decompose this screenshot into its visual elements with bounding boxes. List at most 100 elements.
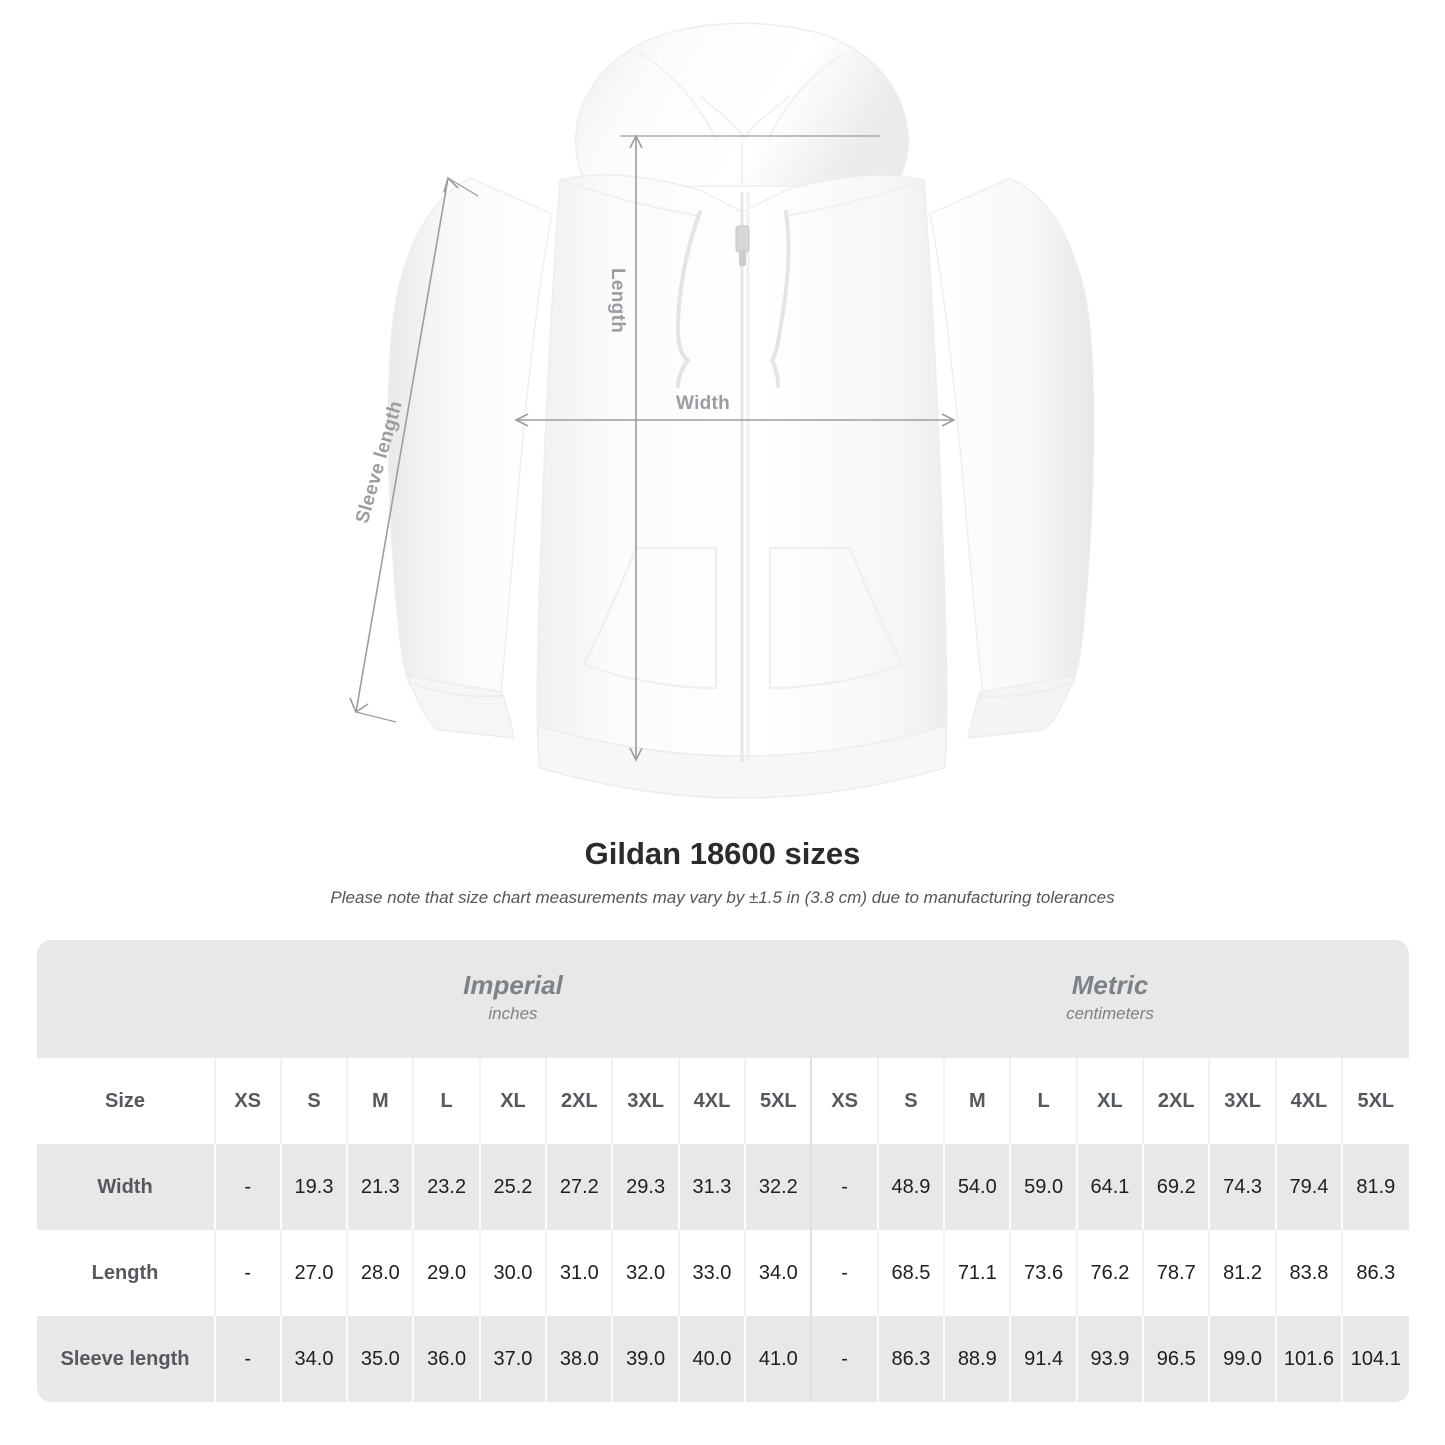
measurement-row-label: Length — [36, 1230, 215, 1316]
cell-imperial-2xl: 38.0 — [545, 1316, 613, 1402]
cell-imperial-s: 27.0 — [279, 1230, 348, 1316]
hoodie-illustration: Length Width Sleeve length — [349, 22, 1095, 799]
cell-metric-l: 73.6 — [1009, 1230, 1077, 1316]
size-header-label: Size — [36, 1058, 215, 1144]
unit-system-band: Imperial inches Metric centimeters — [36, 940, 1409, 1058]
size-column-header-metric-xl: XL — [1075, 1058, 1144, 1144]
cell-metric-2xl: 69.2 — [1142, 1144, 1210, 1230]
cell-imperial-5xl: 32.2 — [744, 1144, 812, 1230]
size-column-header-imperial-2xl: 2XL — [545, 1058, 613, 1144]
size-header-row: Size XS S M L XL 2XL 3XL 4XL 5XL XS S M L XL 2XL 3XL 4XL 5… — [36, 1058, 1409, 1144]
cell-imperial-3xl: 29.3 — [611, 1144, 679, 1230]
cell-metric-2xl: 96.5 — [1142, 1316, 1210, 1402]
size-column-header-metric-m: M — [943, 1058, 1011, 1144]
cell-imperial-2xl: 27.2 — [545, 1144, 613, 1230]
size-column-header-imperial-l: L — [412, 1058, 480, 1144]
metric-unit-header: Metric centimeters — [811, 940, 1409, 1058]
cell-metric-5xl: 81.9 — [1341, 1144, 1409, 1230]
cell-metric-4xl: 83.8 — [1274, 1230, 1343, 1316]
cell-imperial-m: 28.0 — [346, 1230, 414, 1316]
size-column-header-metric-xs: XS — [810, 1058, 878, 1144]
cell-imperial-s: 19.3 — [279, 1144, 348, 1230]
drawstrings — [675, 210, 791, 388]
size-chart-table: Imperial inches Metric centimeters Size XS S M L… — [36, 940, 1409, 1402]
cell-imperial-xs: - — [213, 1316, 281, 1402]
imperial-unit-header: Imperial inches — [214, 940, 812, 1058]
size-column-header-metric-3xl: 3XL — [1208, 1058, 1276, 1144]
size-column-header-metric-s: S — [876, 1058, 945, 1144]
metric-unit-name: Metric — [1071, 970, 1149, 1001]
cell-imperial-m: 21.3 — [346, 1144, 414, 1230]
cell-metric-xs: - — [810, 1230, 878, 1316]
unit-band-spacer-left — [36, 940, 215, 1058]
cell-metric-l: 91.4 — [1009, 1316, 1077, 1402]
measurement-lines — [349, 134, 956, 762]
cell-metric-s: 68.5 — [876, 1230, 945, 1316]
size-column-header-imperial-xl: XL — [478, 1058, 547, 1144]
cell-metric-m: 88.9 — [943, 1316, 1011, 1402]
cell-metric-3xl: 74.3 — [1208, 1144, 1276, 1230]
page-title: Gildan 18600 sizes — [584, 836, 861, 871]
cell-imperial-4xl: 31.3 — [677, 1144, 746, 1230]
measurement-row-label: Width — [36, 1144, 215, 1230]
size-column-header-imperial-3xl: 3XL — [611, 1058, 679, 1144]
size-column-header-imperial-m: M — [346, 1058, 414, 1144]
length-dimension-label: Length — [607, 268, 628, 334]
cell-metric-5xl: 104.1 — [1341, 1316, 1409, 1402]
cell-imperial-3xl: 32.0 — [611, 1230, 679, 1316]
table-row: Width -19.3 21.3 23.2 25.2 27.2 29.3 31.3 32.2-4… — [36, 1144, 1409, 1230]
hood-shape — [575, 22, 909, 187]
cell-metric-s: 86.3 — [876, 1316, 945, 1402]
size-chart-table-wrapper: Imperial inches Metric centimeters Size XS S M L… — [36, 940, 1409, 1402]
size-column-header-imperial-4xl: 4XL — [677, 1058, 746, 1144]
cell-imperial-xl: 30.0 — [478, 1230, 547, 1316]
cell-metric-m: 71.1 — [943, 1230, 1011, 1316]
cell-metric-3xl: 81.2 — [1208, 1230, 1276, 1316]
left-sleeve — [387, 177, 553, 739]
cell-metric-l: 59.0 — [1009, 1144, 1077, 1230]
cell-imperial-4xl: 33.0 — [677, 1230, 746, 1316]
cell-imperial-l: 23.2 — [412, 1144, 480, 1230]
cell-imperial-m: 35.0 — [346, 1316, 414, 1402]
cell-metric-s: 48.9 — [876, 1144, 945, 1230]
cell-imperial-4xl: 40.0 — [677, 1316, 746, 1402]
cell-imperial-xl: 37.0 — [478, 1316, 547, 1402]
cell-metric-4xl: 101.6 — [1274, 1316, 1343, 1402]
cell-imperial-xs: - — [213, 1144, 281, 1230]
tolerance-note: Please note that size chart measurements… — [330, 888, 1115, 907]
table-row: Length -27.0 28.0 29.0 30.0 31.0 32.0 33.0 34.0-… — [36, 1230, 1409, 1316]
measurement-row-label: Sleeve length — [36, 1316, 215, 1402]
cell-metric-xs: - — [810, 1144, 878, 1230]
cell-metric-5xl: 86.3 — [1341, 1230, 1409, 1316]
sleeve-line — [355, 177, 449, 713]
cell-imperial-s: 34.0 — [279, 1316, 348, 1402]
metric-unit-sub: centimeters — [1066, 1004, 1154, 1024]
right-sleeve — [929, 177, 1095, 739]
cell-imperial-xs: - — [213, 1230, 281, 1316]
cell-metric-3xl: 99.0 — [1208, 1316, 1276, 1402]
cell-metric-xl: 64.1 — [1075, 1144, 1144, 1230]
imperial-unit-sub: inches — [488, 1004, 538, 1024]
zipper — [735, 192, 750, 762]
cell-imperial-l: 29.0 — [412, 1230, 480, 1316]
size-column-header-imperial-s: S — [279, 1058, 348, 1144]
size-column-header-metric-l: L — [1009, 1058, 1077, 1144]
size-column-header-imperial-xs: XS — [213, 1058, 281, 1144]
size-column-header-imperial-5xl: 5XL — [744, 1058, 812, 1144]
cell-imperial-2xl: 31.0 — [545, 1230, 613, 1316]
size-column-header-metric-4xl: 4XL — [1274, 1058, 1343, 1144]
cell-imperial-3xl: 39.0 — [611, 1316, 679, 1402]
imperial-unit-name: Imperial — [463, 970, 563, 1001]
cell-metric-4xl: 79.4 — [1274, 1144, 1343, 1230]
cell-imperial-l: 36.0 — [412, 1316, 480, 1402]
hoodie-drawing — [349, 22, 1095, 799]
cell-imperial-xl: 25.2 — [478, 1144, 547, 1230]
cell-metric-xs: - — [810, 1316, 878, 1402]
table-row: Sleeve length -34.0 35.0 36.0 37.0 38.0 39.0 40… — [36, 1316, 1409, 1402]
size-column-header-metric-2xl: 2XL — [1142, 1058, 1210, 1144]
chart-heading-block: Gildan 18600 sizes Please note that size… — [0, 830, 1445, 908]
cell-metric-m: 54.0 — [943, 1144, 1011, 1230]
cell-metric-xl: 93.9 — [1075, 1316, 1144, 1402]
cell-imperial-5xl: 41.0 — [744, 1316, 812, 1402]
size-column-header-metric-5xl: 5XL — [1341, 1058, 1409, 1144]
